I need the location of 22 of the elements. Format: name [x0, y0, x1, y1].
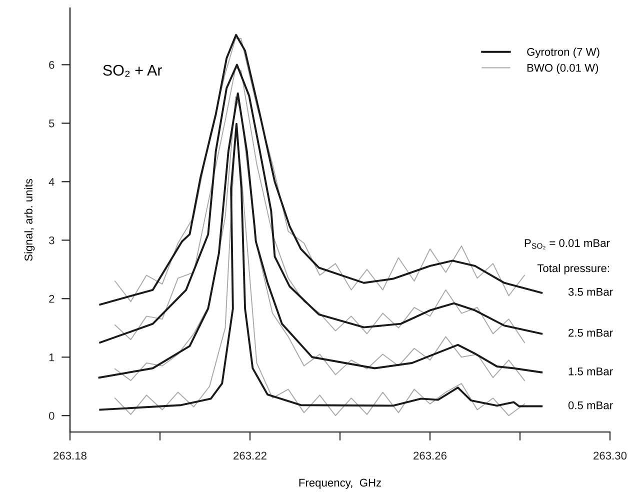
annotation: 2.5 mBar	[568, 328, 613, 337]
x-tick-label: 263.18	[54, 452, 87, 460]
y-tick-label: 0	[48, 412, 54, 420]
annotation: 1.5 mBar	[568, 368, 613, 376]
annotation: Total pressure:	[537, 264, 609, 274]
y-tick-label: 2	[49, 294, 54, 303]
annotation: 3.5 mBar	[568, 288, 613, 296]
x-tick-label: 263.26	[414, 452, 447, 460]
y-tick-label: 4	[48, 178, 54, 186]
y-tick-label: 1	[49, 354, 54, 362]
legend-label: Gyrotron (7 W)	[527, 48, 600, 58]
y-tick-label: 6	[49, 60, 54, 69]
x-axis-title: Frequency, GHz	[299, 478, 382, 489]
x-tick-label: 263.22	[234, 452, 266, 460]
legend-label: BWO (0.01 W)	[527, 64, 598, 74]
annotation: P$_{SO₂}$ = 0.01 mBar	[524, 239, 610, 250]
y-tick-label: 3	[48, 236, 54, 244]
y-tick-label: 5	[48, 120, 54, 128]
x-tick-label: 263.30	[594, 452, 627, 460]
annotation: 0.5 mBar	[568, 401, 613, 410]
annotation: SO₂ + Ar	[103, 64, 162, 77]
y-axis-title: Signal, arb. units	[24, 179, 35, 261]
